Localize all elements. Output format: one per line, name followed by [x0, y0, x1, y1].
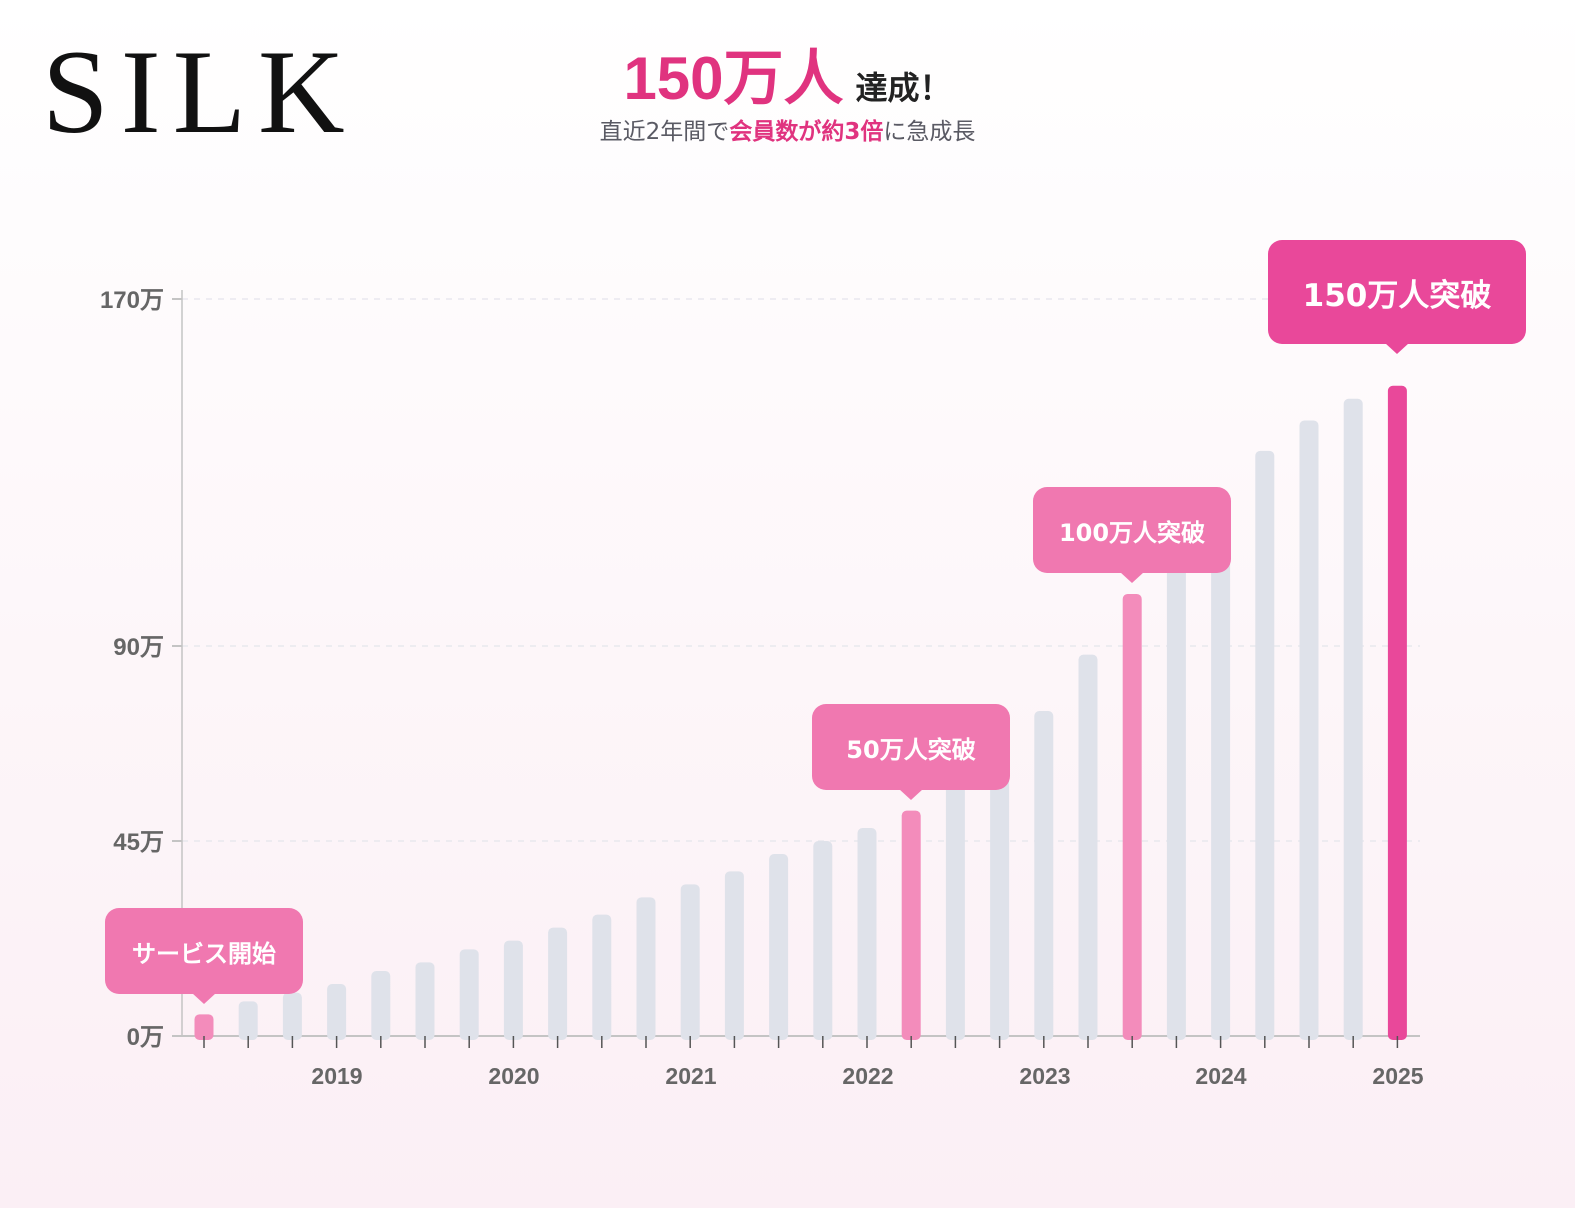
x-tick-label: 2020: [488, 1063, 539, 1089]
bar: [990, 758, 1010, 1040]
bar: [1299, 420, 1319, 1040]
bar: [724, 871, 744, 1040]
bar: [1122, 593, 1142, 1040]
bar: [680, 884, 700, 1040]
bar: [415, 962, 435, 1040]
callout-service-start: サービス開始: [105, 908, 303, 1004]
bar: [371, 971, 391, 1040]
y-tick-label: 45万: [113, 829, 164, 856]
subtitle-post: に急成長: [883, 119, 976, 145]
callout-1m: 100万人突破: [1033, 487, 1231, 583]
bar: [901, 810, 921, 1040]
bar: [592, 914, 612, 1040]
brand-logo: SILK: [42, 25, 357, 158]
y-tick-label: 0万: [127, 1024, 164, 1051]
bar: [1166, 537, 1186, 1040]
headline: 150万人 達成！: [0, 30, 1575, 117]
headline-suffix: 達成！: [855, 69, 952, 107]
bar: [459, 949, 479, 1040]
y-tick-label: 170万: [100, 287, 164, 314]
bar: [327, 984, 347, 1040]
bar: [1211, 507, 1231, 1040]
x-tick-label: 2023: [1019, 1063, 1070, 1089]
headline-number: 150万人: [623, 45, 844, 112]
bar: [1034, 711, 1054, 1040]
bar: [769, 854, 789, 1040]
x-tick-label: 2025: [1372, 1063, 1423, 1089]
bar: [1255, 450, 1275, 1040]
x-tick-label: 2024: [1195, 1063, 1246, 1089]
callout-1-5m: 150万人突破: [1268, 240, 1526, 354]
bar: [282, 992, 302, 1040]
subtitle: 直近2年間で会員数が約3倍に急成長: [0, 112, 1575, 146]
bar: [857, 828, 877, 1040]
bar: [503, 940, 523, 1040]
bar: [1078, 654, 1098, 1040]
bar: [1387, 385, 1407, 1040]
y-tick-label: 90万: [113, 634, 164, 661]
x-tick-label: 2019: [311, 1063, 362, 1089]
bar: [238, 1001, 258, 1040]
bar: [194, 1014, 214, 1040]
x-tick-label: 2022: [842, 1063, 893, 1089]
callout-500k: 50万人突破: [812, 704, 1010, 800]
bar: [548, 927, 568, 1040]
bar: [945, 784, 965, 1040]
x-tick-label: 2021: [665, 1063, 716, 1089]
subtitle-highlight: 会員数が約3倍: [729, 119, 884, 145]
bar: [636, 897, 656, 1040]
bar: [1343, 398, 1363, 1040]
subtitle-pre: 直近2年間で: [599, 119, 730, 145]
bar: [813, 841, 833, 1040]
